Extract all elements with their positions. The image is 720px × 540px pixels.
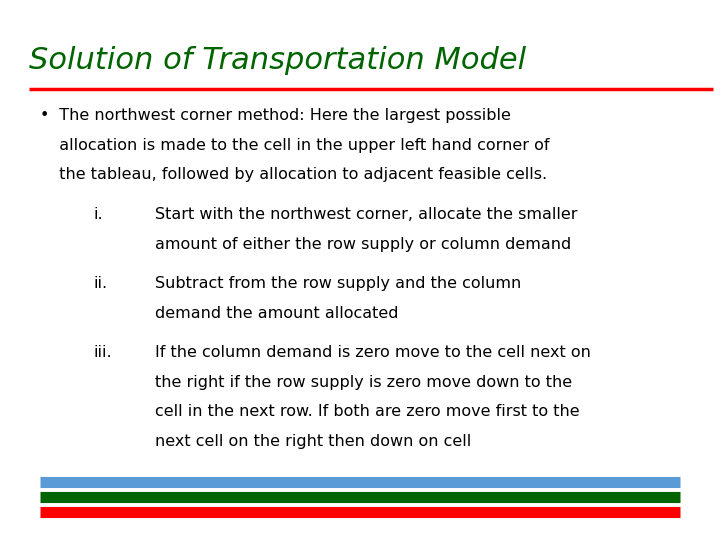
Text: iii.: iii. [94, 345, 112, 360]
Text: the right if the row supply is zero move down to the: the right if the row supply is zero move… [155, 375, 572, 390]
Text: Solution of Transportation Model: Solution of Transportation Model [29, 46, 526, 75]
Text: ii.: ii. [94, 276, 108, 291]
Text: the tableau, followed by allocation to adjacent feasible cells.: the tableau, followed by allocation to a… [49, 167, 547, 183]
Text: Subtract from the row supply and the column: Subtract from the row supply and the col… [155, 276, 521, 291]
Text: amount of either the row supply or column demand: amount of either the row supply or colum… [155, 237, 571, 252]
Text: next cell on the right then down on cell: next cell on the right then down on cell [155, 434, 471, 449]
Text: i.: i. [94, 207, 103, 222]
Text: allocation is made to the cell in the upper left hand corner of: allocation is made to the cell in the up… [49, 138, 549, 153]
Text: Start with the northwest corner, allocate the smaller: Start with the northwest corner, allocat… [155, 207, 577, 222]
Text: demand the amount allocated: demand the amount allocated [155, 306, 398, 321]
Text: If the column demand is zero move to the cell next on: If the column demand is zero move to the… [155, 345, 590, 360]
Text: •: • [40, 108, 49, 123]
Text: cell in the next row. If both are zero move first to the: cell in the next row. If both are zero m… [155, 404, 580, 420]
Text: The northwest corner method: Here the largest possible: The northwest corner method: Here the la… [49, 108, 510, 123]
